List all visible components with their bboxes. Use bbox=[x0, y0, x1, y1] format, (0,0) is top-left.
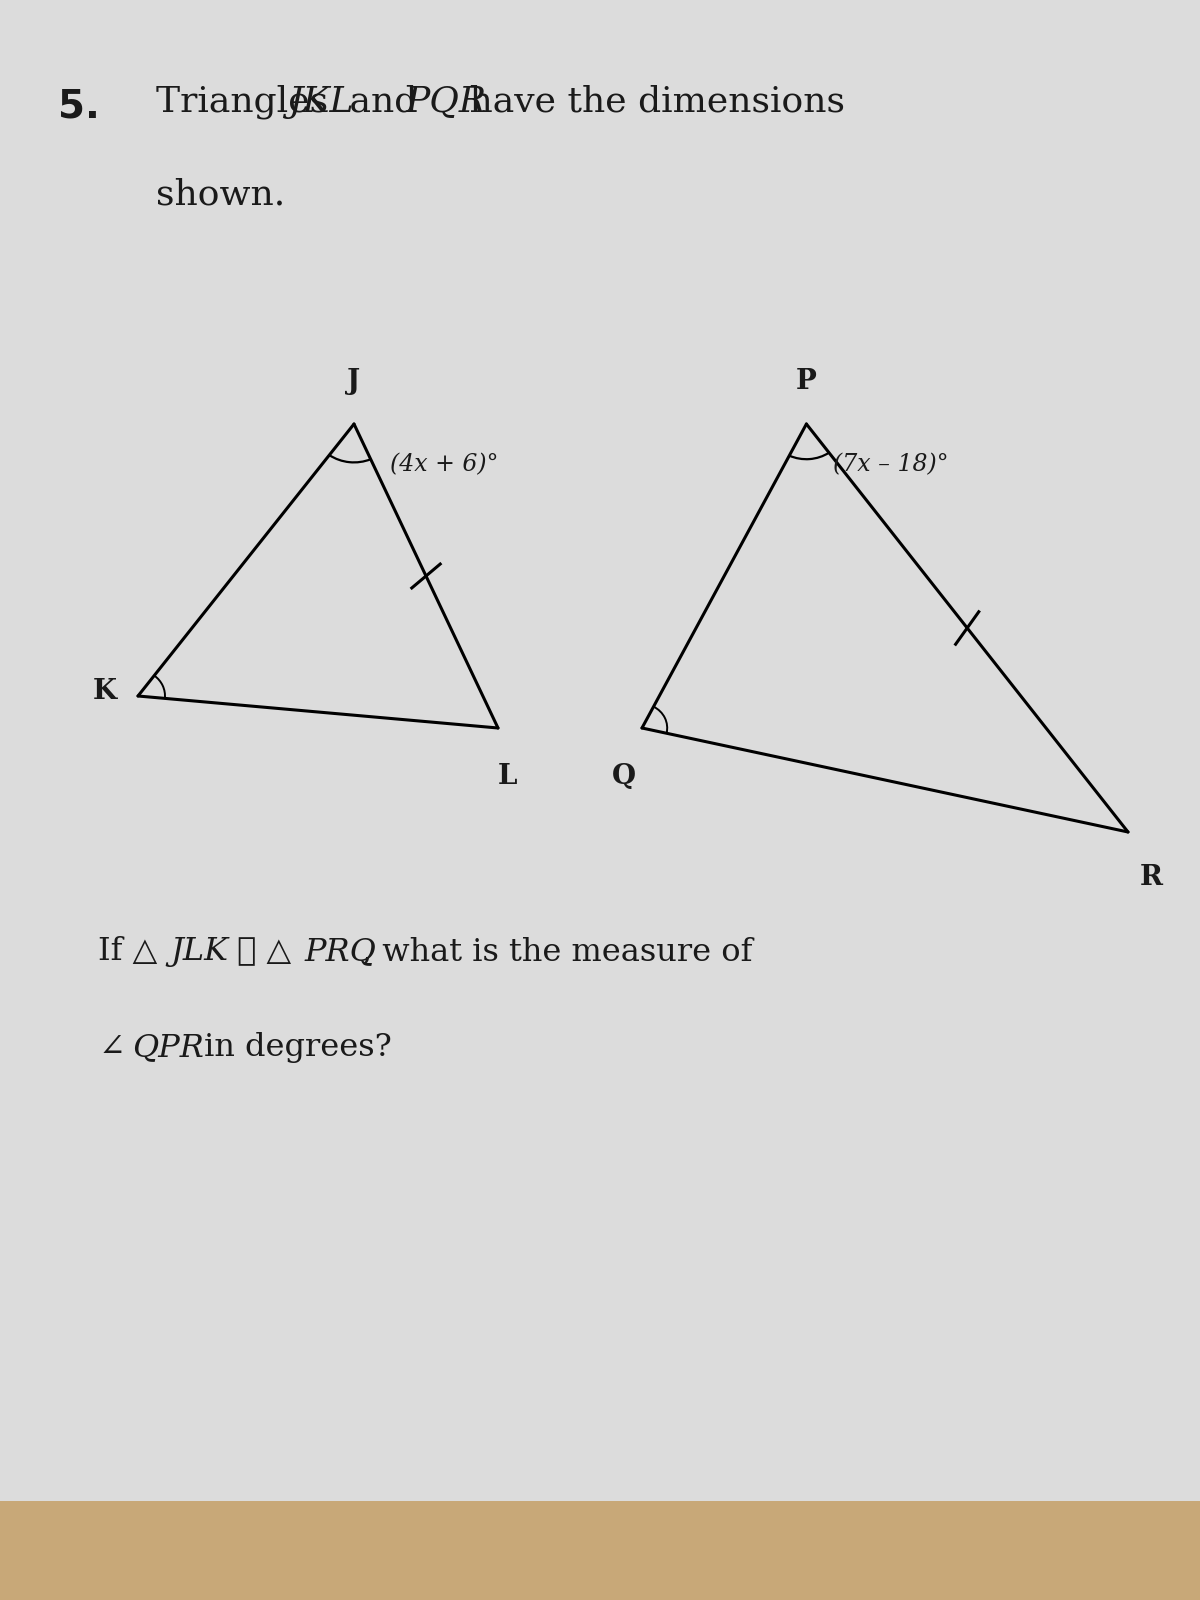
Text: Q: Q bbox=[612, 763, 636, 790]
Text: JLK: JLK bbox=[170, 936, 228, 966]
Bar bbox=[0, 1501, 1200, 1600]
Text: K: K bbox=[92, 678, 116, 704]
Text: shown.: shown. bbox=[156, 178, 286, 211]
Text: PQR: PQR bbox=[406, 85, 487, 118]
Text: PRQ: PRQ bbox=[305, 936, 377, 966]
Text: R: R bbox=[1140, 864, 1163, 891]
Text: P: P bbox=[796, 368, 817, 395]
Text: J: J bbox=[348, 368, 360, 395]
Text: in degrees?: in degrees? bbox=[194, 1032, 392, 1062]
Text: JKL: JKL bbox=[288, 85, 354, 118]
Text: L: L bbox=[498, 763, 517, 790]
Text: ≅ △: ≅ △ bbox=[227, 936, 290, 966]
Text: (4x + 6)°: (4x + 6)° bbox=[390, 453, 498, 475]
Text: If △: If △ bbox=[98, 936, 157, 966]
Text: , what is the measure of: , what is the measure of bbox=[362, 936, 752, 966]
Text: 5.: 5. bbox=[58, 88, 100, 126]
Text: (7x – 18)°: (7x – 18)° bbox=[833, 453, 948, 475]
Text: ∠: ∠ bbox=[98, 1032, 125, 1062]
Text: Triangles: Triangles bbox=[156, 85, 340, 120]
Text: have the dimensions: have the dimensions bbox=[458, 85, 846, 118]
Text: and: and bbox=[338, 85, 430, 118]
Text: QPR: QPR bbox=[132, 1032, 204, 1062]
